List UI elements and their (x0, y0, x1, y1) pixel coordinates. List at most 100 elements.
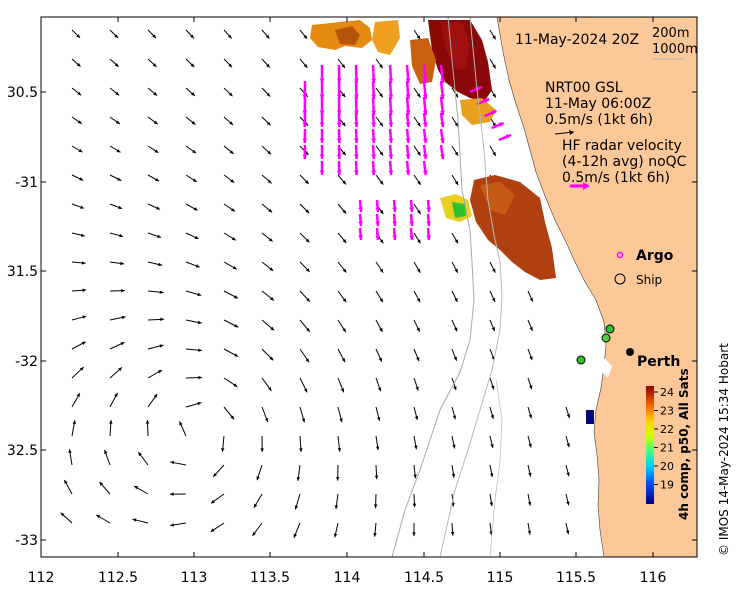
current-arrowhead (379, 122, 383, 127)
radar-arrowhead (388, 122, 394, 127)
current-arrowhead (115, 120, 120, 124)
radar-title: HF radar velocity (562, 138, 682, 154)
radar-arrowhead (336, 170, 342, 175)
current-arrowhead (157, 370, 162, 374)
current-arrowhead (264, 417, 269, 422)
current-arrowhead (152, 34, 157, 39)
current-arrowhead (341, 64, 346, 69)
x-tick-label: 113 (181, 570, 208, 586)
contour-1000-label: 1000m (652, 42, 698, 57)
radar-arrowhead (477, 86, 482, 91)
current-arrowhead (566, 414, 571, 419)
current-arrowhead (417, 180, 421, 185)
radar-arrowhead (319, 138, 325, 143)
current-arrowhead (491, 297, 496, 302)
radar-arrowhead (440, 122, 445, 127)
current-arrowhead (266, 121, 271, 126)
current-arrowhead (132, 518, 137, 522)
radar-arrowhead (422, 154, 428, 159)
current-arrowhead (268, 208, 273, 213)
current-arrowhead (266, 92, 271, 97)
current-arrowhead (294, 505, 299, 510)
x-tick-label: 112.5 (98, 570, 138, 586)
x-tick-label: 112 (28, 570, 55, 586)
x-tick-label: 115.5 (556, 570, 596, 586)
current-arrowhead (454, 298, 458, 303)
current-arrowhead (120, 342, 125, 346)
current-arrowhead (198, 375, 202, 380)
current-arrowhead (490, 414, 495, 419)
radar-arrowhead (302, 110, 308, 115)
current-arrowhead (416, 327, 420, 332)
radar-arrowhead (371, 154, 376, 159)
current-arrowhead (221, 448, 225, 452)
current-arrowhead (376, 416, 381, 421)
current-arrowhead (232, 265, 237, 270)
current-arrowhead (377, 387, 382, 392)
current-arrowhead (491, 327, 495, 332)
current-arrowhead (193, 207, 198, 211)
radar-arrowhead (302, 94, 308, 99)
current-arrowhead (270, 296, 274, 301)
current-arrowhead (154, 149, 159, 153)
current-arrowhead (414, 416, 419, 420)
current-arrowhead (190, 63, 195, 68)
current-arrowhead (252, 531, 257, 536)
current-arrowhead (210, 528, 215, 532)
radar-arrowhead (498, 122, 504, 127)
current-arrowhead (64, 479, 68, 484)
radar-arrowhead (422, 94, 428, 99)
radar-arrowhead (354, 122, 359, 127)
x-tick-label: 115 (487, 570, 514, 586)
current-arrowhead (265, 34, 270, 39)
current-arrowhead (452, 444, 456, 449)
current-arrowhead (450, 531, 455, 536)
current-arrowhead (114, 392, 118, 397)
current-arrowhead (153, 91, 158, 96)
current-arrowhead (453, 356, 457, 361)
current-arrowhead (341, 358, 346, 363)
radar-arrowhead (358, 207, 364, 212)
current-arrowhead (116, 149, 121, 153)
model-scale: 0.5m/s (1kt 6h) (545, 112, 653, 128)
radar-arrowhead (302, 154, 308, 159)
current-arrowhead (60, 512, 65, 517)
radar-arrowhead (319, 170, 325, 175)
radar-arrowhead (440, 138, 445, 143)
current-arrowhead (528, 472, 532, 477)
radar-arrowhead (319, 78, 325, 83)
radar-arrowhead (409, 221, 415, 226)
current-arrowhead (340, 388, 345, 393)
current-arrowhead (337, 447, 342, 452)
current-arrowhead (342, 298, 347, 303)
contour-200-label: 200m (652, 26, 689, 41)
radar-arrowhead (392, 207, 398, 212)
current-arrowhead (266, 63, 270, 68)
radar-arrowhead (426, 221, 432, 226)
radar-arrowhead (375, 221, 381, 226)
current-arrowhead (528, 443, 532, 448)
colorbar (646, 386, 654, 504)
contour-200m (439, 17, 503, 557)
current-arrowhead (76, 393, 80, 398)
current-arrowhead (191, 120, 196, 125)
current-arrowhead (253, 503, 258, 508)
current-arrowhead (305, 358, 310, 363)
radar-arrowhead (440, 94, 445, 99)
current-arrowhead (229, 150, 234, 154)
radar-arrowhead (336, 138, 342, 143)
radar-arrowhead (484, 98, 490, 103)
radar-arrowhead (354, 154, 359, 159)
y-tick-label: 31.5 (7, 264, 38, 280)
current-arrowhead (267, 179, 272, 184)
current-arrowhead (231, 236, 236, 241)
sst-patch-warm-inner (440, 22, 470, 70)
argo-label: Argo (636, 248, 674, 264)
current-arrowhead (114, 34, 119, 39)
current-arrowhead (341, 122, 346, 127)
current-arrowhead (342, 239, 347, 243)
current-arrowhead (296, 477, 301, 481)
current-arrowhead (565, 530, 570, 535)
current-arrowhead (454, 122, 459, 127)
